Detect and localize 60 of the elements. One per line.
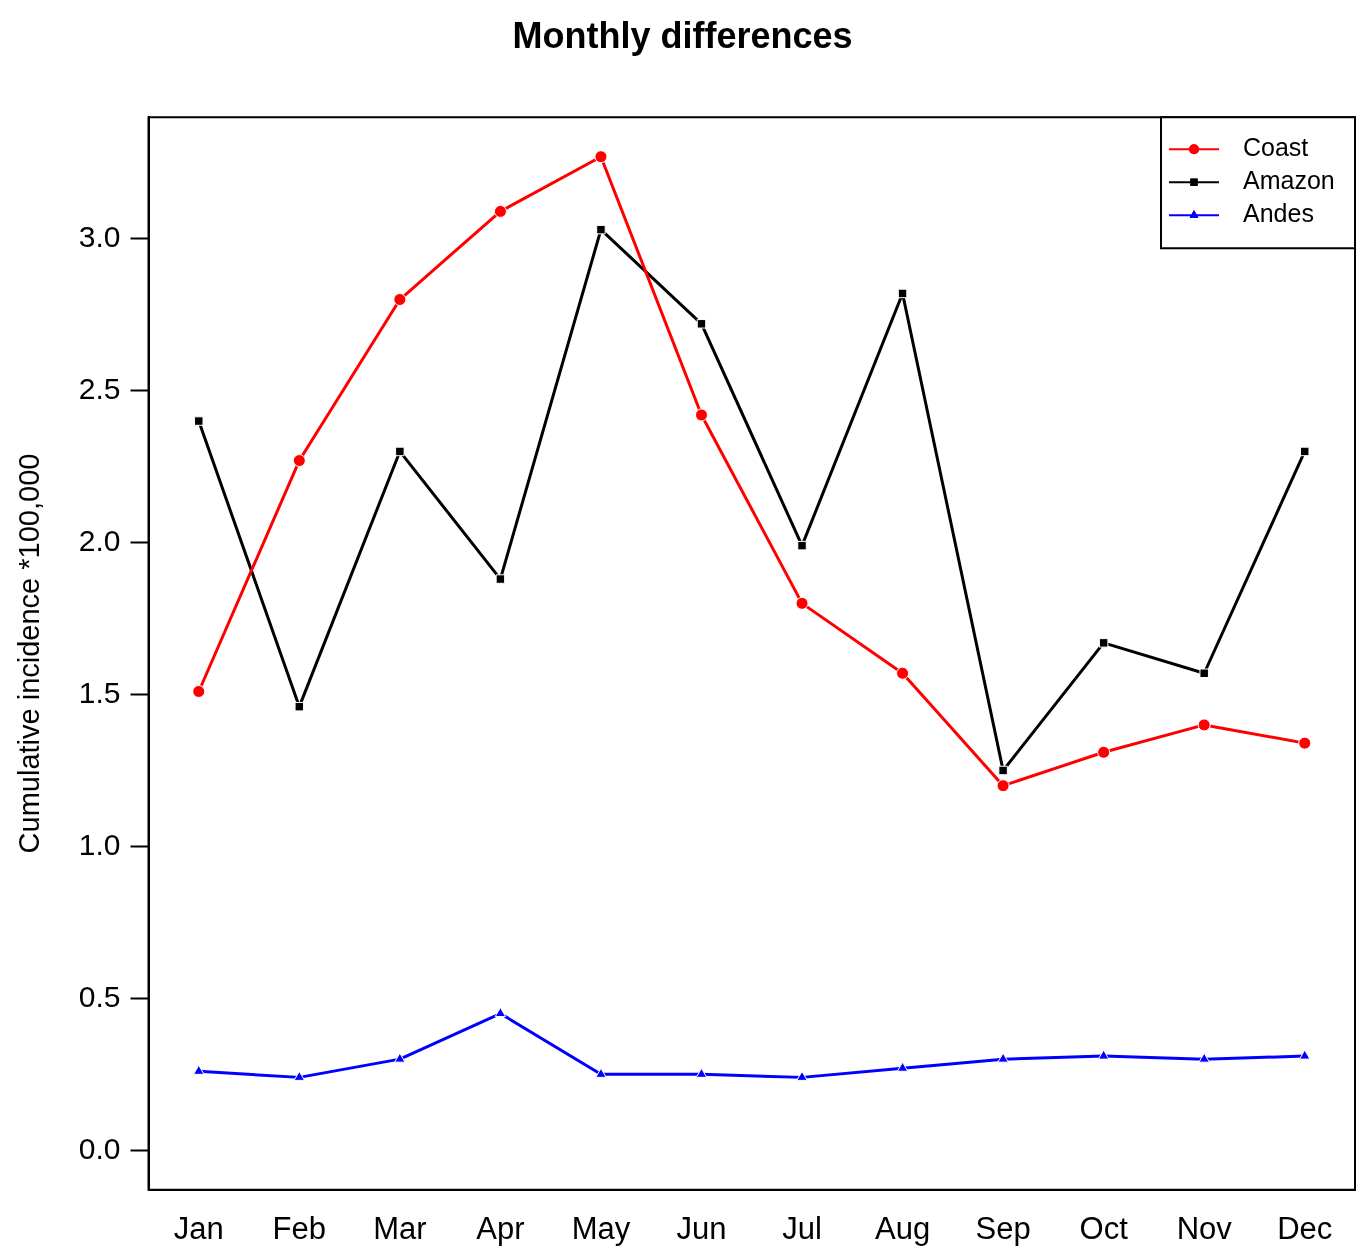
x-tick-label: Sep [975,1210,1031,1246]
point [1097,745,1111,759]
legend-label: Coast [1243,133,1309,162]
point [996,779,1010,793]
point [292,454,306,468]
point [796,1070,808,1081]
point [696,319,707,329]
point [695,1067,708,1078]
point [1198,1052,1210,1063]
legend-label: Amazon [1243,166,1335,195]
point [395,446,405,457]
point [294,701,305,712]
x-tick-label: Aug [874,1210,931,1246]
point [997,1052,1009,1063]
point [193,1064,205,1075]
x-tick-label: Dec [1277,1210,1333,1246]
x-tick-label: Oct [1079,1210,1129,1246]
x-tick-label: Jan [173,1210,224,1246]
x-tick-label: Jun [676,1210,727,1246]
point [795,596,809,610]
point [293,1070,306,1081]
point [1299,446,1310,457]
point [596,224,606,235]
point [797,540,807,551]
y-tick-label: 0.5 [78,979,121,1013]
point [192,684,206,698]
point [194,416,204,426]
point [1098,638,1109,648]
y-tick-label: 3.0 [78,220,121,254]
x-tick-label: Mar [373,1210,427,1246]
x-tick-label: Apr [476,1210,525,1246]
point [1298,736,1312,750]
x-tick-label: May [571,1210,631,1246]
point [1199,668,1209,678]
x-tick-label: Feb [272,1210,327,1246]
y-tick-label: 1.5 [78,675,121,709]
y-tick-label: 2.0 [78,523,121,557]
point [1097,1049,1110,1060]
point [897,288,908,299]
point [594,150,608,164]
x-tick-label: Nov [1176,1210,1233,1246]
point [1197,718,1211,732]
point [393,293,407,307]
point [493,204,507,218]
chart-title: Monthly differences [512,14,853,56]
point [394,1052,406,1063]
point [495,574,506,584]
y-tick-label: 1.0 [78,827,121,861]
x-tick-label: Jul [782,1210,822,1246]
y-tick-label: 2.5 [78,371,121,405]
point [694,408,708,422]
point [896,1061,909,1072]
point [494,1007,507,1018]
y-axis-title: Cumulative incidence *100,000 [13,453,46,854]
point [595,1067,607,1078]
point [896,666,910,680]
point [1299,1049,1311,1060]
point [998,765,1008,776]
y-tick-label: 0.0 [78,1131,121,1165]
legend-label: Andes [1243,199,1314,228]
